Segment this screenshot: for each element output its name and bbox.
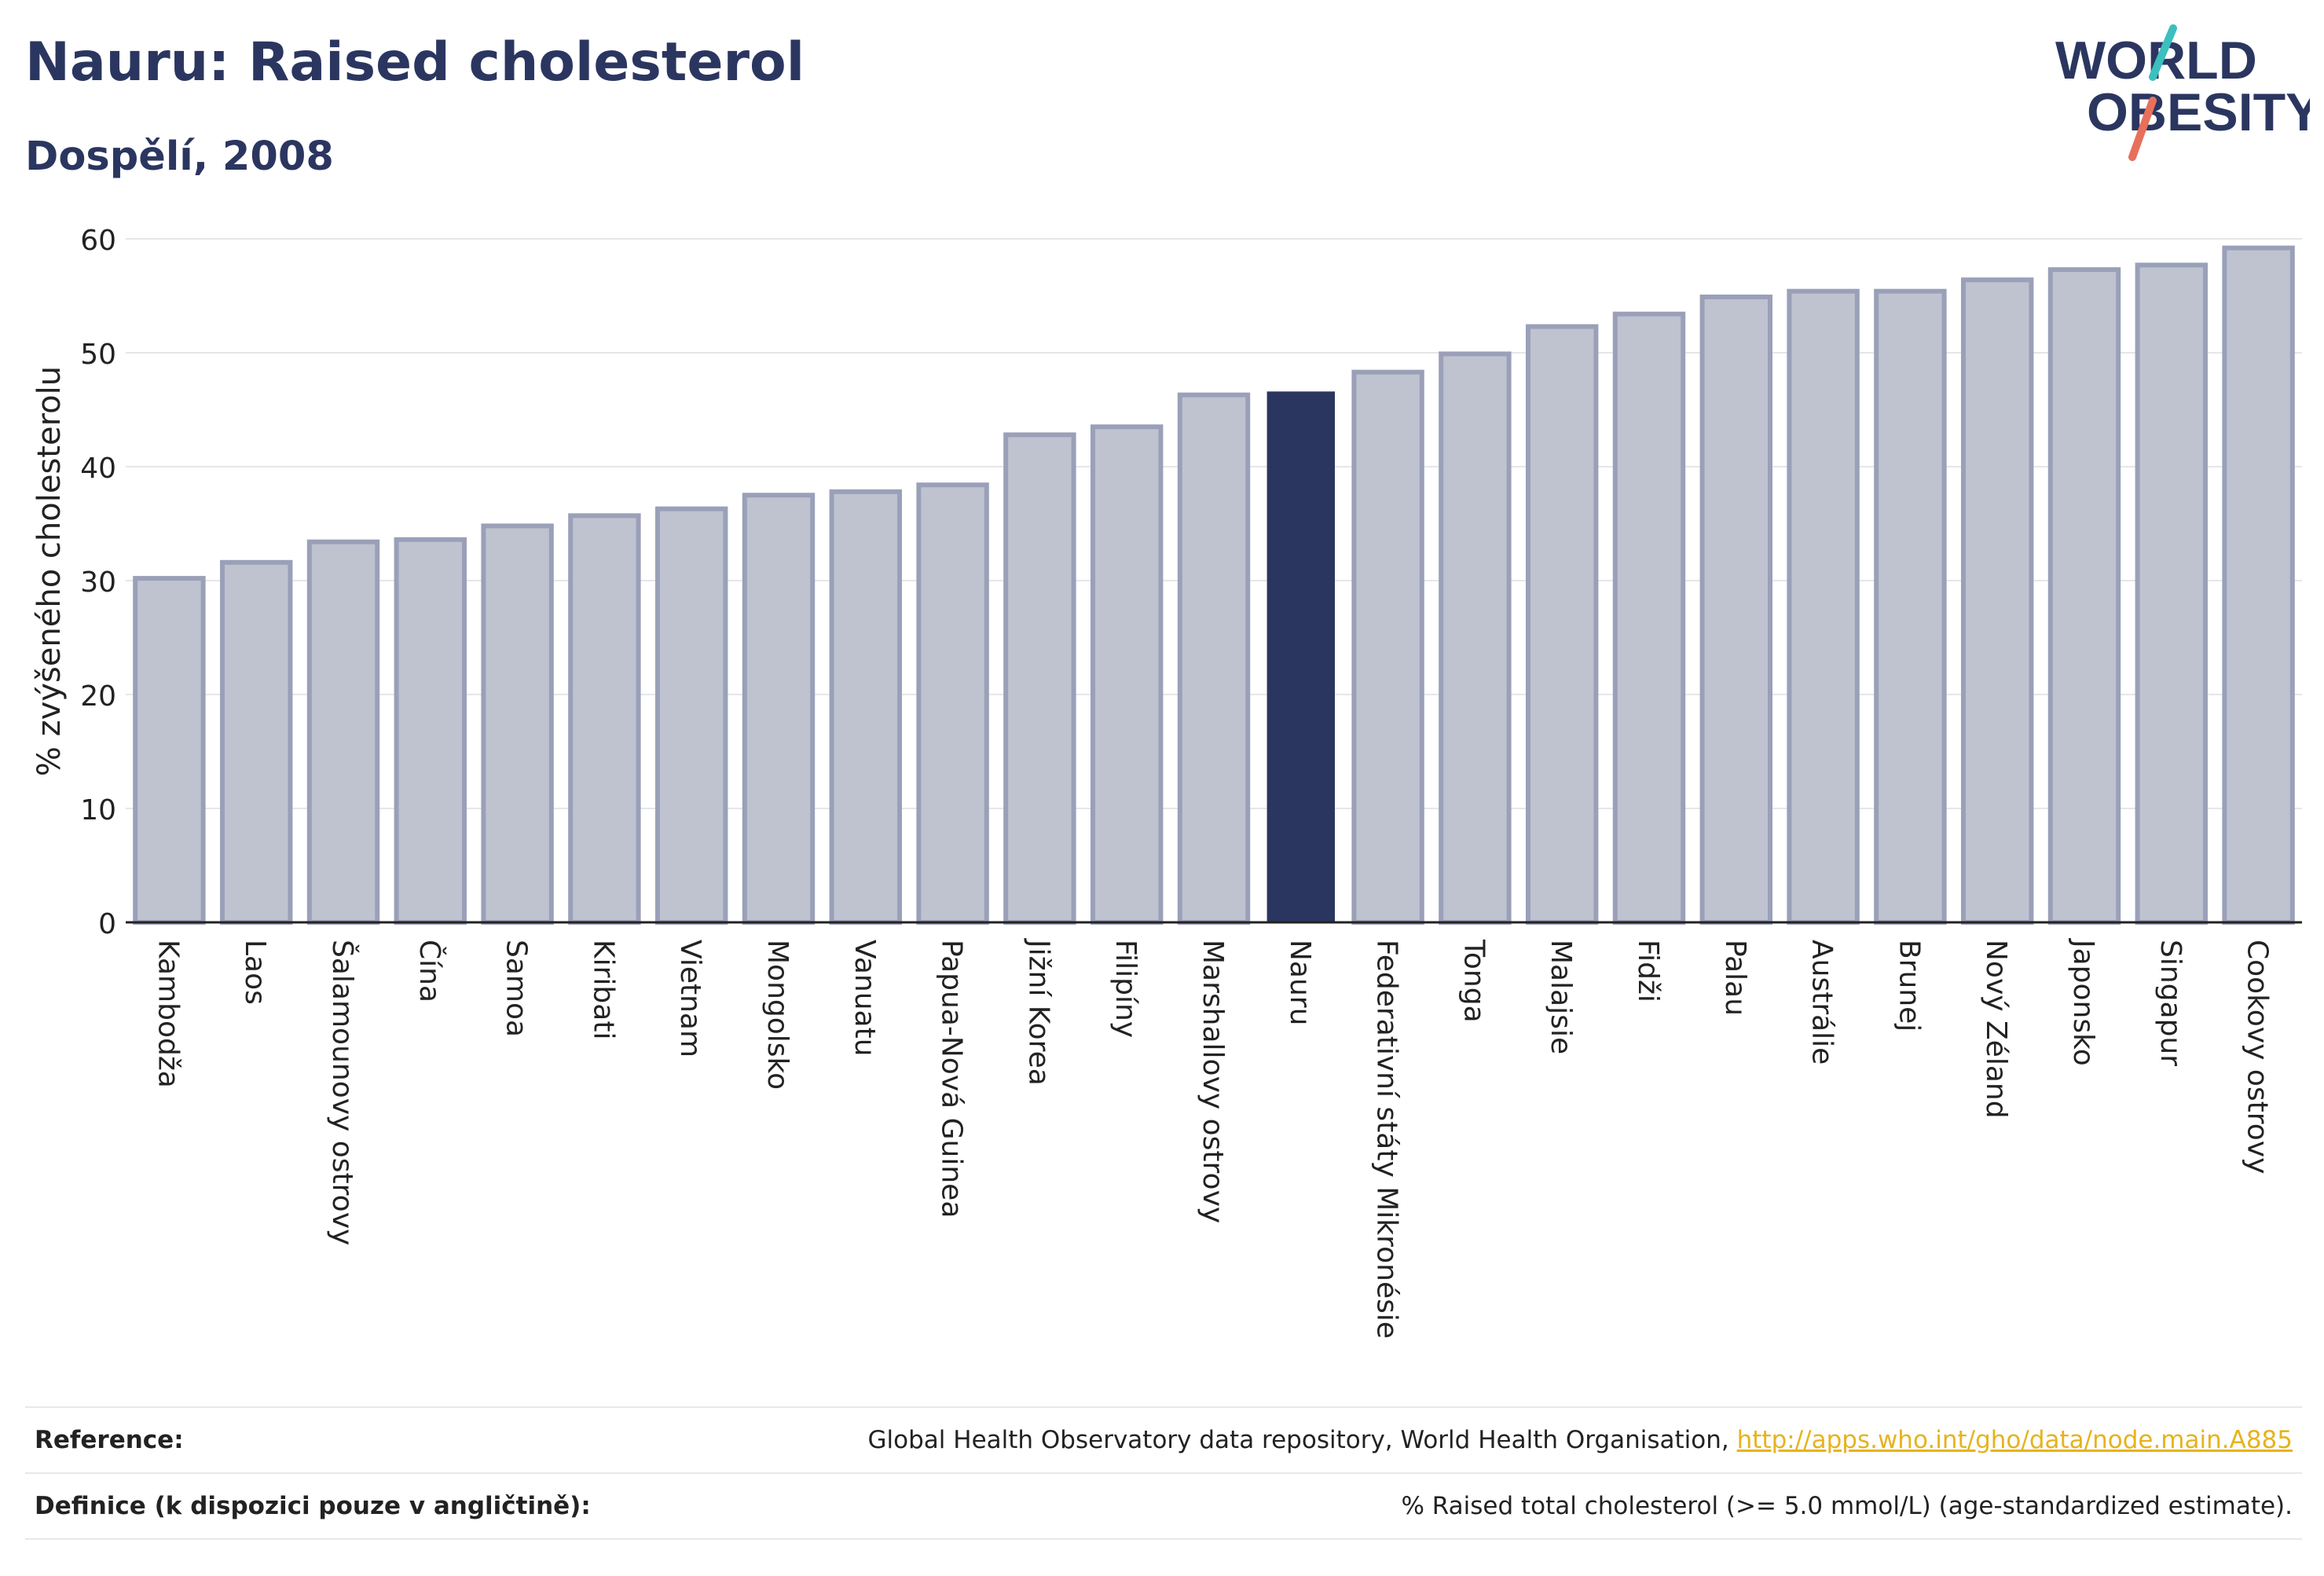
x-tick-label: Mongolsko [761, 940, 794, 1090]
bar [1612, 311, 1686, 925]
bar [654, 506, 728, 925]
bar [2222, 245, 2295, 925]
x-tick-label: Samoa [500, 940, 533, 1037]
reference-text: Global Health Observatory data repositor… [867, 1426, 1737, 1454]
x-tick-label: Singapur [2154, 940, 2187, 1066]
bar [829, 489, 903, 925]
bar [2047, 267, 2121, 925]
axis-layer: 0 10 20 30 40 50 60 Kambodža Laos Šalamounovy ost… [80, 225, 2302, 1339]
bar [306, 539, 380, 925]
y-tick-label: 30 [80, 566, 116, 599]
world-obesity-logo: WORLD OBESITY [2055, 24, 2310, 161]
logo-slash-teal [2149, 24, 2177, 81]
x-tick-label: Filipíny [1109, 940, 1142, 1038]
bar [133, 576, 206, 925]
bar-highlighted [1266, 391, 1336, 922]
bar [2135, 262, 2209, 925]
x-tick-label: Vanuatu [849, 940, 881, 1057]
x-tick-label: Kambodža [152, 940, 184, 1088]
bar [219, 559, 293, 925]
x-tick-label: Cookovy ostrovy [2242, 940, 2274, 1174]
bar [1787, 288, 1860, 925]
y-tick-label: 20 [80, 680, 116, 713]
x-tick-label: Papua-Nová Guinea [936, 940, 968, 1218]
logo-line2: OBESITY [2087, 82, 2310, 142]
x-tick-label: Jižní Korea [1022, 938, 1054, 1086]
x-tick-label: Federativní státy Mikronésie [1371, 940, 1403, 1339]
chart-title: Nauru: Raised cholesterol [25, 31, 805, 93]
bar [1177, 392, 1251, 925]
bar-layer [133, 245, 2295, 925]
reference-link[interactable]: http://apps.who.int/gho/data/node.main.A… [1736, 1426, 2293, 1454]
bar [394, 537, 467, 925]
reference-label: Reference: [25, 1406, 674, 1474]
x-tick-label: Malajsie [1545, 940, 1577, 1054]
logo-slash-coral [2128, 97, 2157, 161]
y-tick-label: 60 [80, 225, 116, 257]
x-tick-label: Marshallovy ostrovy [1197, 940, 1229, 1223]
bar [481, 523, 554, 925]
x-tick-label: Japonsko [2067, 938, 2099, 1066]
x-tick-label: Nauru [1284, 940, 1316, 1025]
x-tick-label: Kiribati [587, 940, 619, 1039]
bar [916, 482, 989, 925]
definition-row: Definice (k dispozici pouze v angličtině… [25, 1472, 2302, 1540]
bar-chart: 0 10 20 30 40 50 60 Kambodža Laos Šalamounovy ost… [31, 225, 2302, 1339]
x-tick-label: Laos [239, 940, 271, 1005]
y-tick-label: 0 [98, 908, 116, 940]
x-tick-label: Palau [1719, 940, 1751, 1016]
bar [1960, 277, 2034, 925]
bar [1439, 351, 1512, 925]
x-tick-label: Fidži [1632, 940, 1664, 1002]
definition-label: Definice (k dispozici pouze v angličtině… [25, 1472, 674, 1540]
x-tick-label: Čína [413, 940, 446, 1002]
bar [1699, 294, 1773, 925]
reference-row: Reference: Global Health Observatory dat… [25, 1406, 2302, 1474]
reference-value: Global Health Observatory data repositor… [673, 1406, 2302, 1474]
y-tick-label: 40 [80, 453, 116, 485]
x-tick-label: Šalamounovy ostrovy [326, 940, 359, 1245]
x-tick-label: Austrálie [1806, 940, 1838, 1065]
bar [1874, 288, 1947, 925]
y-tick-label: 10 [80, 794, 116, 826]
x-tick-label: Nový Zéland [1980, 940, 2012, 1119]
bar [1090, 424, 1164, 925]
y-tick-label: 50 [80, 339, 116, 371]
x-tick-label: Brunej [1893, 940, 1925, 1032]
bar [1525, 324, 1599, 925]
bar [568, 513, 641, 925]
x-tick-label: Tonga [1457, 939, 1490, 1023]
x-tick-label: Vietnam [674, 940, 706, 1057]
y-axis-label: % zvýšeného cholesterolu [31, 366, 68, 776]
definition-text: % Raised total cholesterol (>= 5.0 mmol/… [673, 1472, 2302, 1540]
chart-subtitle: Dospělí, 2008 [25, 134, 334, 180]
bar [1351, 369, 1424, 925]
bar [742, 493, 816, 925]
reference-table: Reference: Global Health Observatory dat… [25, 1406, 2302, 1540]
bar [1003, 432, 1076, 925]
